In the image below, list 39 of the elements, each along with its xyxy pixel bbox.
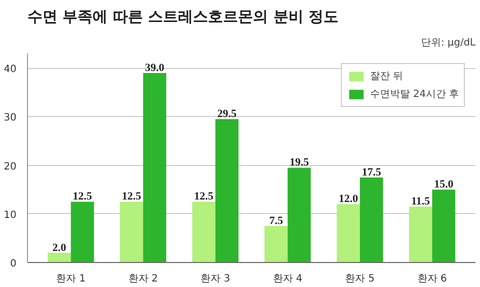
y-tick-label: 30 bbox=[4, 112, 17, 124]
y-tick-label: 0 bbox=[10, 258, 17, 270]
data-label: 19.5 bbox=[290, 156, 310, 169]
y-tick-label: 20 bbox=[4, 161, 17, 172]
chart-title: 수면 부족에 따른 스트레스호르몬의 분비 정도 bbox=[28, 8, 339, 26]
data-label: 12.0 bbox=[338, 193, 358, 206]
data-label: 2.0 bbox=[52, 242, 67, 254]
x-tick-label: 환자 1 bbox=[56, 274, 86, 284]
bar bbox=[264, 226, 288, 262]
bar bbox=[409, 206, 432, 262]
bar bbox=[192, 202, 216, 262]
data-label: 12.5 bbox=[194, 190, 214, 203]
bar bbox=[336, 204, 360, 262]
data-label: 11.5 bbox=[411, 196, 430, 208]
data-label: 39.0 bbox=[145, 62, 165, 74]
x-tick-label: 환자 6 bbox=[417, 274, 447, 284]
data-label: 12.5 bbox=[122, 190, 142, 203]
bar bbox=[70, 202, 94, 262]
bar bbox=[432, 190, 456, 262]
x-tick-label: 환자 4 bbox=[272, 274, 302, 284]
bar bbox=[215, 119, 238, 262]
x-tick-label: 환자 2 bbox=[128, 274, 158, 284]
data-label: 17.5 bbox=[362, 166, 382, 178]
x-tick-label: 환자 3 bbox=[200, 274, 230, 284]
bar bbox=[360, 177, 384, 262]
data-label: 15.0 bbox=[434, 178, 454, 191]
y-tick-label: 10 bbox=[4, 210, 17, 221]
data-label: 7.5 bbox=[269, 215, 284, 228]
legend-label: 잘잔 뒤 bbox=[370, 70, 404, 83]
chart-subtitle: 단위: μg/dL bbox=[420, 38, 476, 48]
data-label: 29.5 bbox=[217, 108, 238, 120]
bar bbox=[120, 202, 144, 262]
bar bbox=[288, 168, 311, 262]
bar bbox=[48, 252, 71, 262]
legend-label: 수면박탈 24시간 후 bbox=[370, 88, 459, 101]
data-label: 12.5 bbox=[72, 190, 93, 203]
y-tick-label: 40 bbox=[4, 64, 17, 76]
bar bbox=[143, 72, 166, 262]
x-tick-label: 환자 5 bbox=[345, 274, 375, 284]
